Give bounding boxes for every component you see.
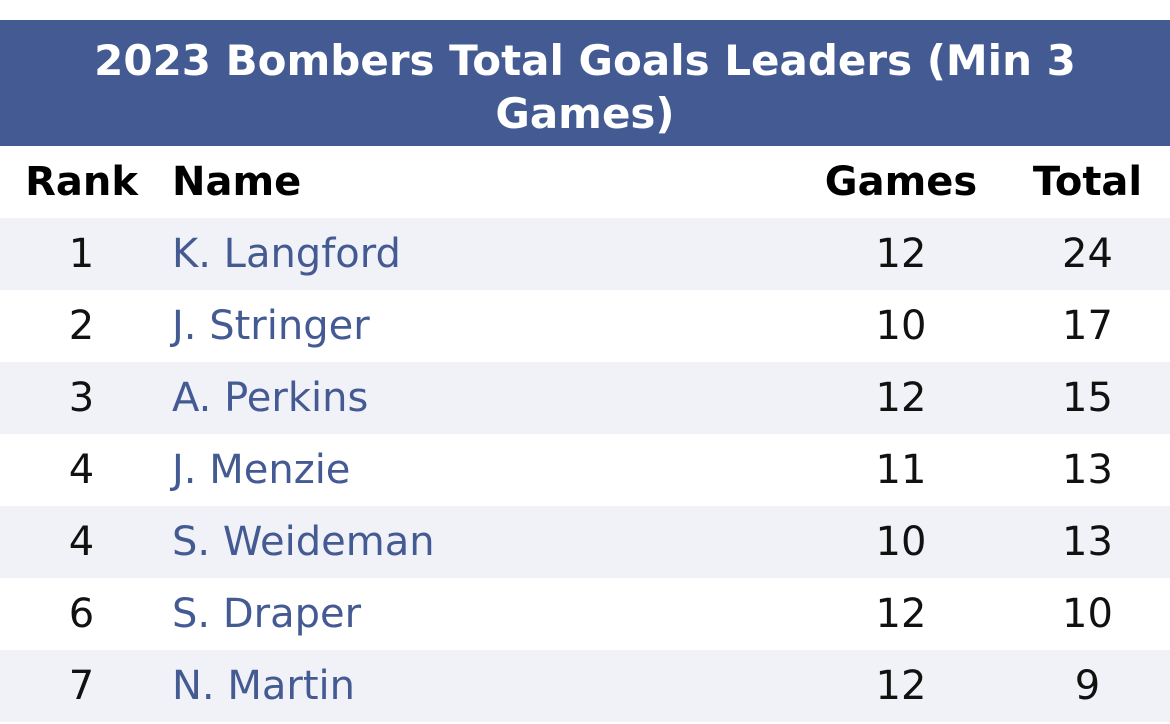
table-row: 1 K. Langford 12 24 xyxy=(0,218,1170,290)
games-cell: 12 xyxy=(875,663,927,709)
games-cell: 12 xyxy=(875,231,927,277)
games-cell: 10 xyxy=(875,519,927,565)
table-title-line-2: Games) xyxy=(495,89,675,138)
rank-cell: 4 xyxy=(68,447,95,493)
total-cell: 17 xyxy=(1062,303,1113,349)
games-cell: 11 xyxy=(875,447,927,493)
player-name-link[interactable]: N. Martin xyxy=(172,663,355,709)
name-cell: S. Draper xyxy=(172,578,792,650)
rank-cell: 1 xyxy=(68,231,95,277)
total-cell: 13 xyxy=(1062,519,1113,565)
rank-cell: 3 xyxy=(68,375,95,421)
player-name-link[interactable]: J. Stringer xyxy=(172,303,370,349)
rank-cell: 7 xyxy=(68,663,95,709)
column-header-games[interactable]: Games xyxy=(824,159,978,205)
table-row: 4 J. Menzie 11 13 xyxy=(0,434,1170,506)
rank-cell: 4 xyxy=(68,519,95,565)
name-cell: A. Perkins xyxy=(172,362,792,434)
rank-cell: 6 xyxy=(68,591,95,637)
games-cell: 10 xyxy=(875,303,927,349)
table-row: 4 S. Weideman 10 13 xyxy=(0,506,1170,578)
table-row: 7 N. Martin 12 9 xyxy=(0,650,1170,722)
table-row: 6 S. Draper 12 10 xyxy=(0,578,1170,650)
total-cell: 9 xyxy=(1074,663,1101,709)
player-name-link[interactable]: A. Perkins xyxy=(172,375,369,421)
name-cell: J. Stringer xyxy=(172,290,792,362)
total-cell: 10 xyxy=(1062,591,1113,637)
table-row: 2 J. Stringer 10 17 xyxy=(0,290,1170,362)
name-cell: J. Menzie xyxy=(172,434,792,506)
column-header-name[interactable]: Name xyxy=(172,159,302,205)
column-header-rank[interactable]: Rank xyxy=(25,159,138,205)
games-cell: 12 xyxy=(875,375,927,421)
total-cell: 13 xyxy=(1062,447,1113,493)
games-cell: 12 xyxy=(875,591,927,637)
player-name-link[interactable]: S. Draper xyxy=(172,591,362,637)
table-title-bar: 2023 Bombers Total Goals Leaders (Min 3 … xyxy=(0,20,1170,146)
player-name-link[interactable]: J. Menzie xyxy=(172,447,351,493)
table-title-line-1: 2023 Bombers Total Goals Leaders (Min 3 xyxy=(94,36,1076,85)
column-header-total[interactable]: Total xyxy=(1032,159,1143,205)
table-row: 3 A. Perkins 12 15 xyxy=(0,362,1170,434)
rank-cell: 2 xyxy=(68,303,95,349)
name-cell: S. Weideman xyxy=(172,506,792,578)
total-cell: 24 xyxy=(1062,231,1113,277)
player-name-link[interactable]: S. Weideman xyxy=(172,519,435,565)
name-cell: K. Langford xyxy=(172,218,792,290)
name-cell: N. Martin xyxy=(172,650,792,722)
player-name-link[interactable]: K. Langford xyxy=(172,231,401,277)
table-header-row: Rank Name Games Total xyxy=(0,146,1170,218)
total-cell: 15 xyxy=(1062,375,1113,421)
